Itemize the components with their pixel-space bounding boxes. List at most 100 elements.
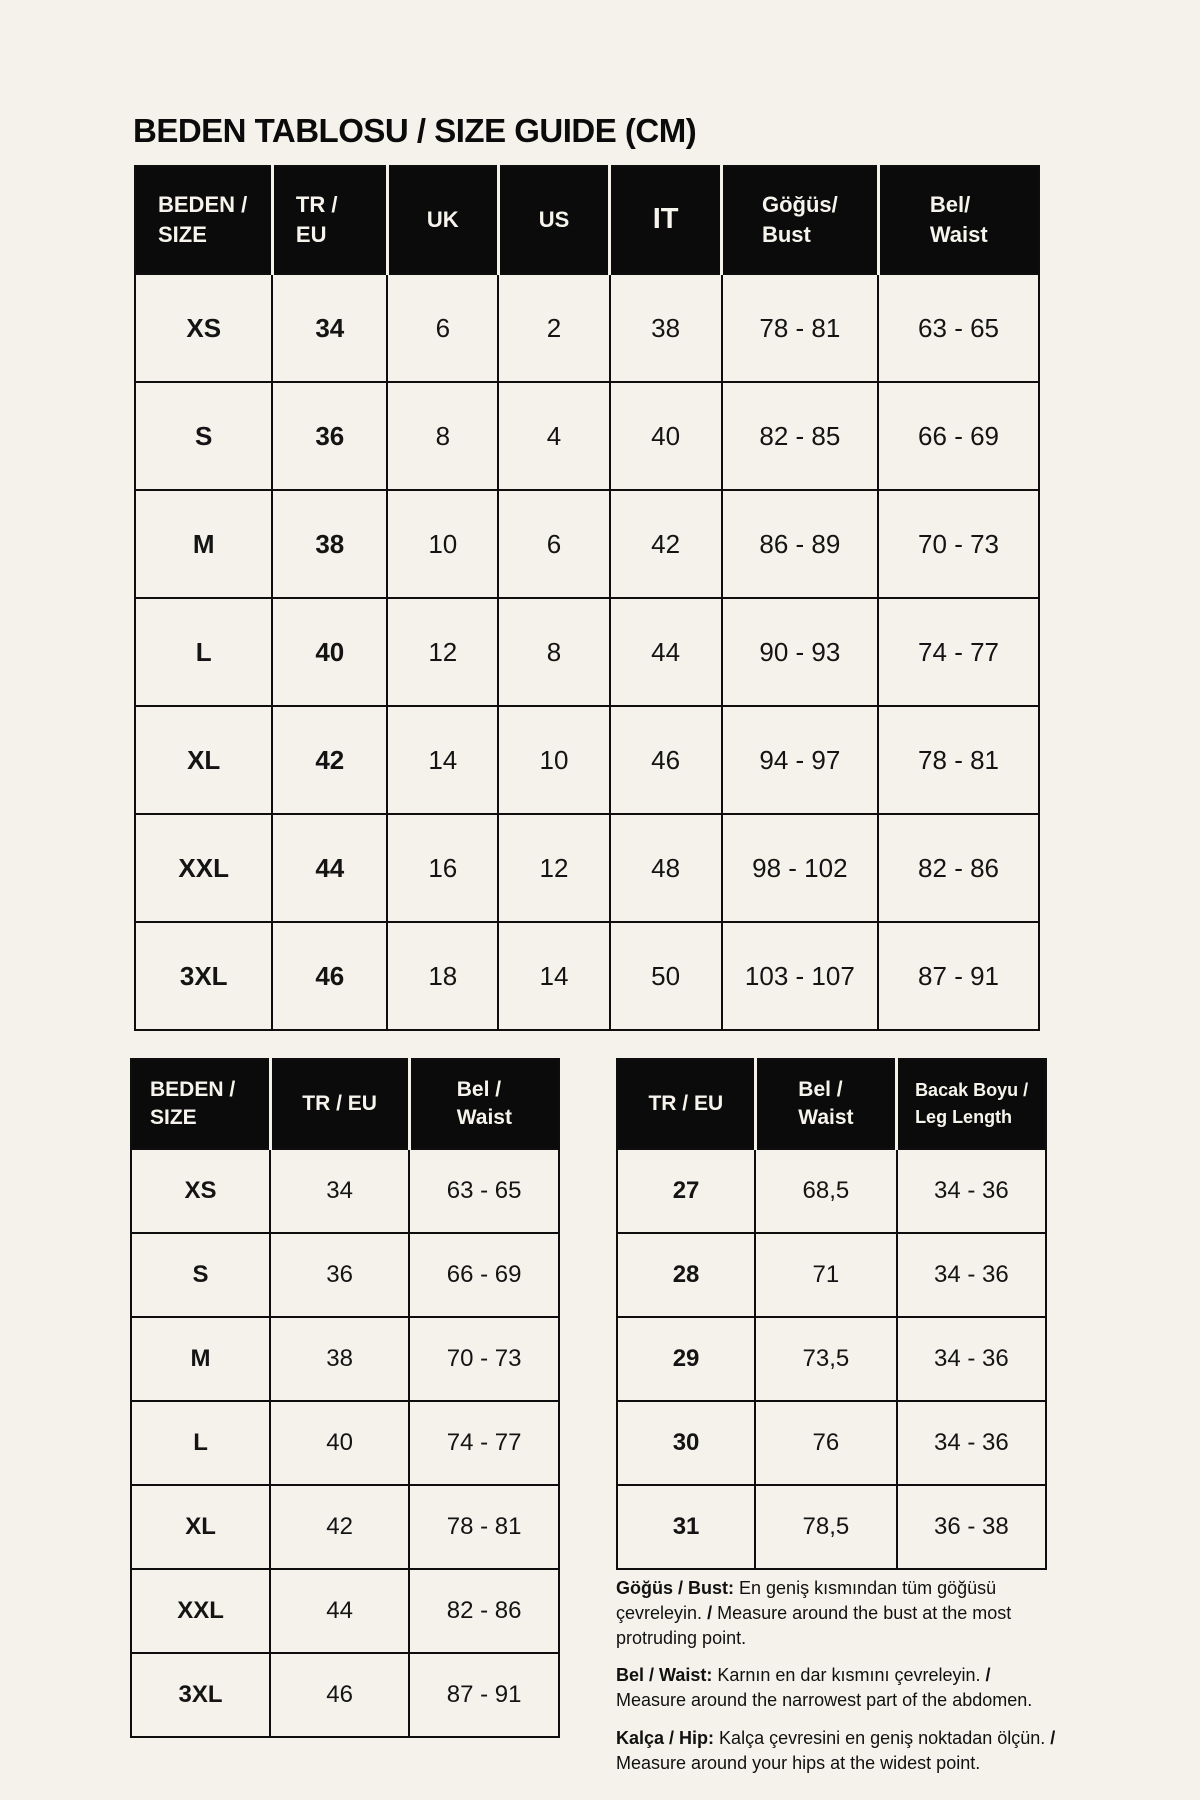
waist_table-row-4: XL 42 78 - 81: [129, 1484, 560, 1570]
leg_table-cell-4-0: 31: [615, 1484, 757, 1570]
main_table-cell-5-5: 98 - 102: [720, 813, 880, 923]
main_table-cell-1-1: 36: [271, 381, 389, 491]
leg_table-cell-2-1: 73,5: [754, 1316, 898, 1402]
waist_table-cell-6-0: 3XL: [129, 1652, 272, 1738]
main_table-header-1-label: TR / EU: [295, 192, 338, 247]
leg_table-header-0-label: TR / EU: [648, 1091, 724, 1115]
main_table-cell-2-6: 70 - 73: [877, 489, 1040, 599]
main_table-header-6: Bel/ Waist: [876, 166, 1039, 274]
main_table-cell-4-6: 78 - 81: [877, 705, 1040, 815]
leg_table-cell-4-1: 78,5: [754, 1484, 898, 1570]
waist_table-cell-1-0: S: [129, 1232, 272, 1318]
waist_table-cell-1-1: 36: [269, 1232, 411, 1318]
waist_table-cell-2-0: M: [129, 1316, 272, 1402]
main_table-cell-6-4: 50: [608, 921, 723, 1031]
main_table-header-5: Göğüs/ Bust: [720, 166, 879, 274]
main_table-cell-1-6: 66 - 69: [877, 381, 1040, 491]
waist_table-header-0-label: BEDEN / SIZE: [150, 1077, 236, 1129]
main_table-cell-0-4: 38: [608, 273, 723, 383]
main_table-cell-4-0: XL: [133, 705, 274, 815]
waist_table-cell-3-2: 74 - 77: [408, 1400, 560, 1486]
main_table-row-5: XXL 44 16 12 48 98 - 102 82 - 86: [133, 813, 1040, 923]
main_table-row-4: XL 42 14 10 46 94 - 97 78 - 81: [133, 705, 1040, 815]
leg-size-table-header-row: TR / EU Bel / Waist Bacak Boyu / Leg Lengt…: [617, 1059, 1046, 1149]
main_table-row-3: L 40 12 8 44 90 - 93 74 - 77: [133, 597, 1040, 707]
note-waist-tr: Karnın en dar kısmını çevreleyin.: [717, 1665, 981, 1686]
main-size-table-section: BEDEN / SIZE TR / EU UK US IT Göğüs/ Bust Bel/…: [133, 165, 1040, 1031]
leg_table-cell-0-0: 27: [615, 1148, 757, 1234]
main-size-table: BEDEN / SIZE TR / EU UK US IT Göğüs/ Bust Bel/…: [133, 165, 1040, 1031]
waist-size-table-header-row: BEDEN / SIZE TR / EU Bel / Waist: [131, 1059, 559, 1149]
leg_table-row-4: 31 78,5 36 - 38: [615, 1484, 1048, 1570]
leg-size-table: TR / EU Bel / Waist Bacak Boyu / Leg Lengt…: [615, 1058, 1048, 1570]
waist_table-row-3: L 40 74 - 77: [129, 1400, 560, 1486]
main_table-cell-4-3: 10: [497, 705, 611, 815]
leg-size-table-section: TR / EU Bel / Waist Bacak Boyu / Leg Lengt…: [615, 1058, 1048, 1570]
note-waist-en: Measure around the narrowest part of the…: [616, 1690, 1033, 1711]
leg_table-header-2: Bacak Boyu / Leg Length: [895, 1059, 1046, 1149]
main_table-cell-2-2: 10: [386, 489, 500, 599]
main_table-cell-6-6: 87 - 91: [877, 921, 1040, 1031]
main_table-cell-6-5: 103 - 107: [720, 921, 880, 1031]
waist_table-cell-4-2: 78 - 81: [408, 1484, 560, 1570]
main_table-header-3-label: US: [538, 207, 570, 233]
waist_table-row-0: XS 34 63 - 65: [129, 1148, 560, 1234]
waist_table-cell-5-1: 44: [269, 1568, 411, 1654]
leg_table-header-1: Bel / Waist: [753, 1059, 897, 1149]
main-size-table-header-row: BEDEN / SIZE TR / EU UK US IT Göğüs/ Bust Bel/…: [135, 166, 1039, 274]
waist_table-row-1: S 36 66 - 69: [129, 1232, 560, 1318]
main_table-cell-3-4: 44: [608, 597, 723, 707]
main_table-cell-0-5: 78 - 81: [720, 273, 880, 383]
waist_table-header-0: BEDEN / SIZE: [131, 1059, 271, 1149]
waist_table-cell-2-2: 70 - 73: [408, 1316, 560, 1402]
leg_table-row-1: 28 71 34 - 36: [615, 1232, 1048, 1318]
main_table-row-6: 3XL 46 18 14 50 103 - 107 87 - 91: [133, 921, 1040, 1031]
leg_table-cell-0-2: 34 - 36: [895, 1148, 1048, 1234]
waist_table-cell-1-2: 66 - 69: [408, 1232, 560, 1318]
leg_table-cell-1-0: 28: [615, 1232, 757, 1318]
leg_table-cell-1-1: 71: [754, 1232, 898, 1318]
note-hip-separator: /: [1050, 1728, 1056, 1749]
waist_table-cell-0-0: XS: [129, 1148, 272, 1234]
note-bust-en: Measure around the bust at the most prot…: [616, 1602, 1012, 1648]
main_table-cell-1-2: 8: [386, 381, 500, 491]
waist-size-table: BEDEN / SIZE TR / EU Bel / Waist XS 34 63 - …: [129, 1058, 560, 1738]
waist_table-header-2: Bel / Waist: [407, 1059, 559, 1149]
waist_table-cell-2-1: 38: [269, 1316, 411, 1402]
main_table-cell-3-6: 74 - 77: [877, 597, 1040, 707]
main_table-header-3: US: [496, 166, 610, 274]
main_table-header-4: IT: [608, 166, 722, 274]
leg_table-row-3: 30 76 34 - 36: [615, 1400, 1048, 1486]
measurement-notes: Göğüs / Bust: En geniş kısmından tüm göğ…: [616, 1576, 1062, 1789]
main_table-header-2: UK: [385, 166, 499, 274]
note-waist-separator: /: [985, 1665, 991, 1686]
leg_table-cell-3-1: 76: [754, 1400, 898, 1486]
leg_table-header-2-label: Bacak Boyu / Leg Length: [915, 1080, 1029, 1127]
main_table-row-0: XS 34 6 2 38 78 - 81 63 - 65: [133, 273, 1040, 383]
leg_table-header-0: TR / EU: [617, 1059, 756, 1149]
waist_table-cell-4-0: XL: [129, 1484, 272, 1570]
leg_table-cell-3-2: 34 - 36: [895, 1400, 1048, 1486]
main_table-cell-5-0: XXL: [133, 813, 274, 923]
waist_table-cell-5-0: XXL: [129, 1568, 272, 1654]
main_table-cell-2-5: 86 - 89: [720, 489, 880, 599]
main_table-cell-1-5: 82 - 85: [720, 381, 880, 491]
main_table-cell-4-2: 14: [386, 705, 500, 815]
leg_table-cell-2-2: 34 - 36: [895, 1316, 1048, 1402]
main_table-cell-0-6: 63 - 65: [877, 273, 1040, 383]
waist_table-cell-0-1: 34: [269, 1148, 411, 1234]
main_table-cell-0-1: 34: [271, 273, 389, 383]
main_table-header-4-label: IT: [652, 203, 679, 236]
note-bust: Göğüs / Bust: En geniş kısmından tüm göğ…: [616, 1576, 1062, 1650]
main_table-cell-4-5: 94 - 97: [720, 705, 880, 815]
main_table-cell-6-0: 3XL: [133, 921, 274, 1031]
main_table-header-0: BEDEN / SIZE: [135, 166, 273, 274]
waist_table-header-1-label: TR / EU: [302, 1091, 377, 1115]
note-bust-tr: En geniş kısmından tüm göğüsü çevreleyin…: [616, 1578, 997, 1623]
waist_table-cell-3-1: 40: [269, 1400, 411, 1486]
main_table-cell-5-3: 12: [497, 813, 611, 923]
note-hip-tr: Kalça çevresini en geniş noktadan ölçün.: [719, 1728, 1046, 1749]
note-bust-label: Göğüs / Bust:: [616, 1578, 734, 1598]
waist_table-cell-5-2: 82 - 86: [408, 1568, 560, 1654]
